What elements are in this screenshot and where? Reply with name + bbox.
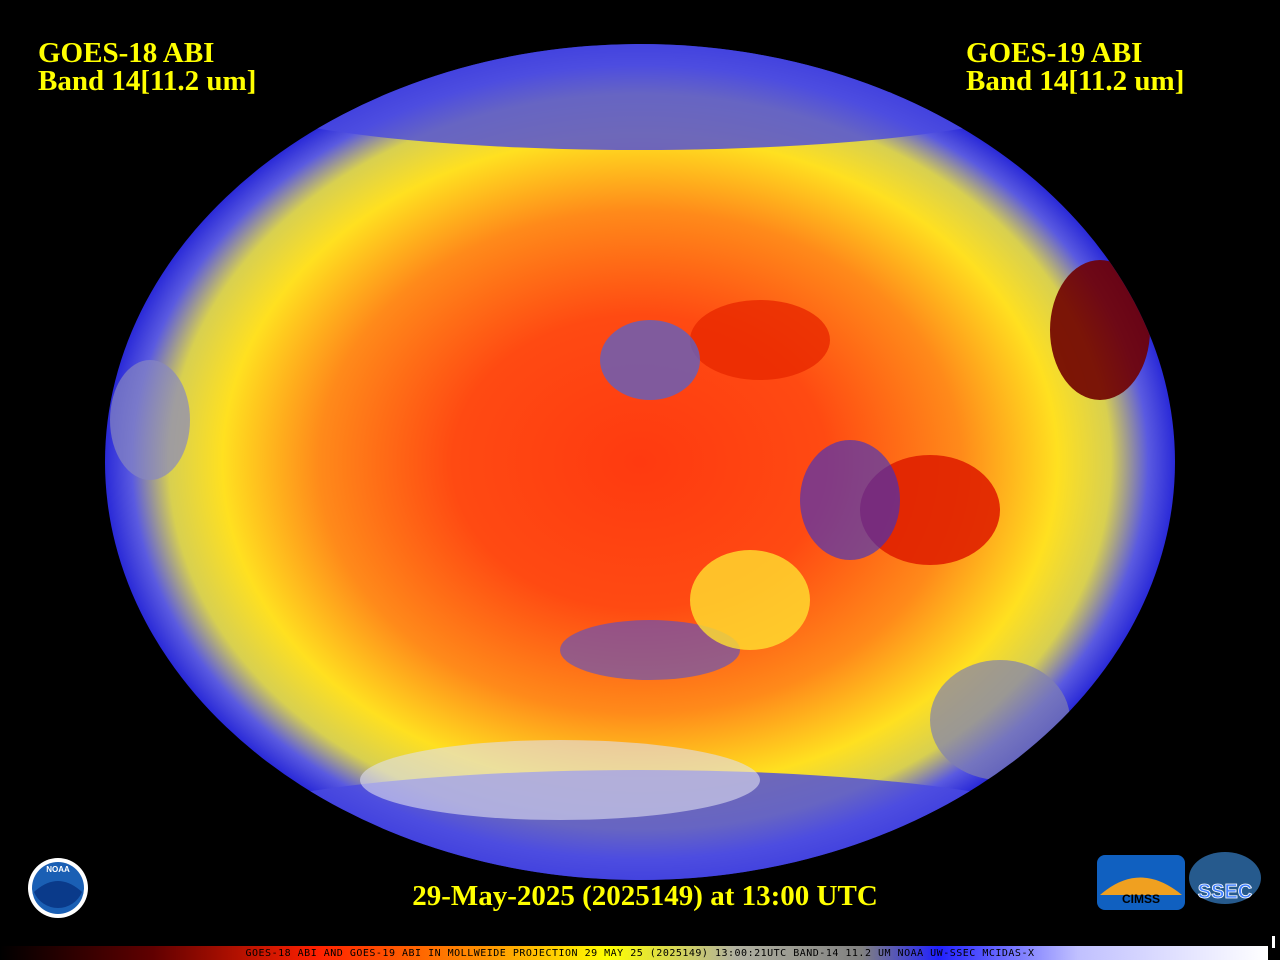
globe — [105, 44, 1175, 880]
noaa-label: NOAA — [46, 865, 70, 874]
tick — [1272, 936, 1275, 948]
cimss-logo: CIMSS — [1097, 855, 1185, 910]
ssec-label: SSEC — [1198, 881, 1252, 903]
noaa-logo: NOAA — [28, 858, 88, 918]
ssec-logo: SSEC — [1189, 852, 1261, 904]
left-satellite-title: GOES-18 ABI — [38, 37, 214, 69]
footer-caption: GOES-18 ABI AND GOES-19 ABI IN MOLLWEIDE… — [246, 948, 1035, 959]
right-satellite-title: GOES-19 ABI — [966, 37, 1142, 69]
color-bar — [0, 946, 1268, 960]
timestamp: 29-May-2025 (2025149) at 13:00 UTC — [412, 880, 878, 912]
left-band-label: Band 14[11.2 um] — [38, 65, 256, 97]
cimss-label: CIMSS — [1122, 892, 1160, 906]
right-band-label: Band 14[11.2 um] — [966, 65, 1184, 97]
